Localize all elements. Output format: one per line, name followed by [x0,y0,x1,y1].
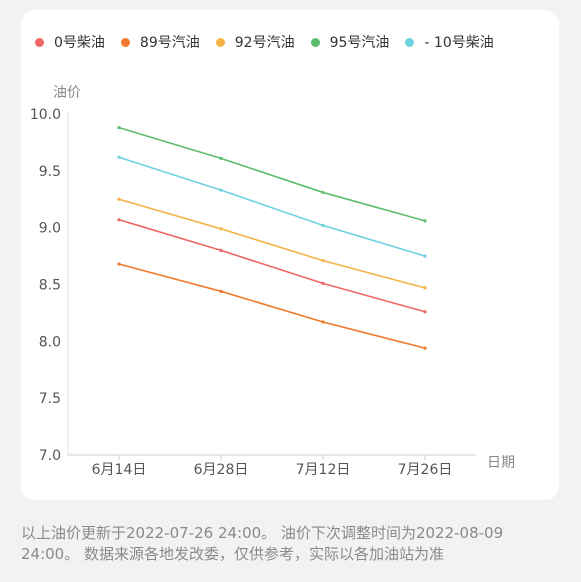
data-point [321,320,325,324]
data-point [321,223,325,227]
y-tick-label: 7.5 [39,391,61,407]
chart-card: 0号柴油 89号汽油 92号汽油 95号汽油 - 10号柴油 油价 日期 7.0… [21,10,559,500]
data-point [423,310,427,314]
series-line-1 [118,263,426,349]
data-point [321,281,325,285]
y-tick-label: 10.0 [30,107,61,123]
data-point [117,262,121,266]
legend-label: - 10号柴油 [424,35,494,51]
data-point [219,289,223,293]
data-point [423,219,427,223]
legend-item-2[interactable]: 92号汽油 [215,32,295,52]
legend-item-1[interactable]: 89号汽油 [120,32,200,52]
legend-dot-icon [35,37,44,47]
data-point [117,218,121,222]
y-axis-label: 油价 [53,85,81,101]
data-point [321,259,325,263]
legend-item-3[interactable]: 95号汽油 [310,32,390,52]
x-axis-label: 日期 [487,455,515,471]
data-point [219,156,223,160]
y-tick-label: 7.0 [39,448,61,464]
data-point [219,188,223,192]
data-source-note: 以上油价更新于2022-07-26 24:00。 油价下次调整时间为2022-0… [21,524,504,563]
data-point [321,190,325,195]
data-point [423,346,427,350]
y-tick-label: 8.5 [39,278,61,294]
legend-dot-icon [215,37,225,47]
x-tick-label: 7月26日 [398,462,453,478]
legend: 0号柴油 89号汽油 92号汽油 95号汽油 - 10号柴油 [35,32,510,52]
line-chart: 油价 日期 7.0 7.5 8.0 8.5 9.0 9.5 10.0 6月14日 6月28日 7月… [30,85,515,478]
data-point [219,248,223,252]
data-point [219,227,223,231]
legend-label: 89号汽油 [139,35,200,51]
legend-dot-icon [120,37,130,47]
legend-label: 92号汽油 [234,35,295,51]
y-tick-label: 8.0 [39,334,61,350]
data-point [117,197,121,201]
legend-dot-icon [405,37,415,47]
series-line-2 [118,198,426,289]
y-tick-label: 9.5 [39,164,61,180]
legend-dot-icon [310,37,320,47]
data-point [117,155,121,159]
data-point [423,286,427,290]
x-tick-label: 6月28日 [194,462,249,478]
y-tick-label: 9.0 [39,221,61,237]
legend-label: 0号柴油 [54,35,105,51]
series-line-3 [118,126,426,222]
legend-item-0[interactable]: 0号柴油 [35,32,105,52]
legend-item-4[interactable]: - 10号柴油 [405,32,494,52]
series-line-0 [118,218,426,313]
data-point [423,254,427,258]
series-line-4 [118,156,426,257]
x-tick-label: 7月12日 [296,462,351,478]
data-point [117,126,121,130]
x-tick-label: 6月14日 [92,462,147,478]
legend-label: 95号汽油 [329,35,390,51]
